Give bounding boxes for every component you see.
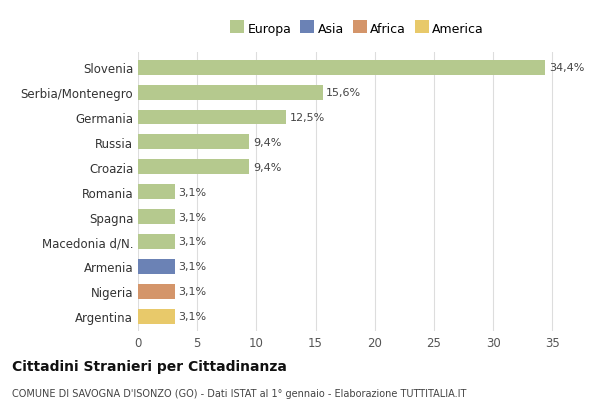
Text: 3,1%: 3,1% <box>178 187 206 197</box>
Bar <box>138 259 175 274</box>
Bar <box>138 85 323 100</box>
Text: 34,4%: 34,4% <box>549 63 584 73</box>
Text: COMUNE DI SAVOGNA D'ISONZO (GO) - Dati ISTAT al 1° gennaio - Elaborazione TUTTIT: COMUNE DI SAVOGNA D'ISONZO (GO) - Dati I… <box>12 388 466 398</box>
Bar <box>138 61 545 76</box>
Text: 3,1%: 3,1% <box>178 212 206 222</box>
Bar <box>138 185 175 200</box>
Text: 12,5%: 12,5% <box>290 113 325 123</box>
Bar <box>138 234 175 249</box>
Text: 9,4%: 9,4% <box>253 162 281 172</box>
Text: 9,4%: 9,4% <box>253 137 281 148</box>
Text: 3,1%: 3,1% <box>178 287 206 297</box>
Text: 3,1%: 3,1% <box>178 237 206 247</box>
Legend: Europa, Asia, Africa, America: Europa, Asia, Africa, America <box>227 20 487 38</box>
Bar <box>138 209 175 225</box>
Bar <box>138 160 249 175</box>
Bar <box>138 309 175 324</box>
Bar <box>138 284 175 299</box>
Bar <box>138 135 249 150</box>
Text: 15,6%: 15,6% <box>326 88 361 98</box>
Text: 3,1%: 3,1% <box>178 262 206 272</box>
Bar <box>138 110 286 125</box>
Text: 3,1%: 3,1% <box>178 311 206 321</box>
Text: Cittadini Stranieri per Cittadinanza: Cittadini Stranieri per Cittadinanza <box>12 359 287 373</box>
